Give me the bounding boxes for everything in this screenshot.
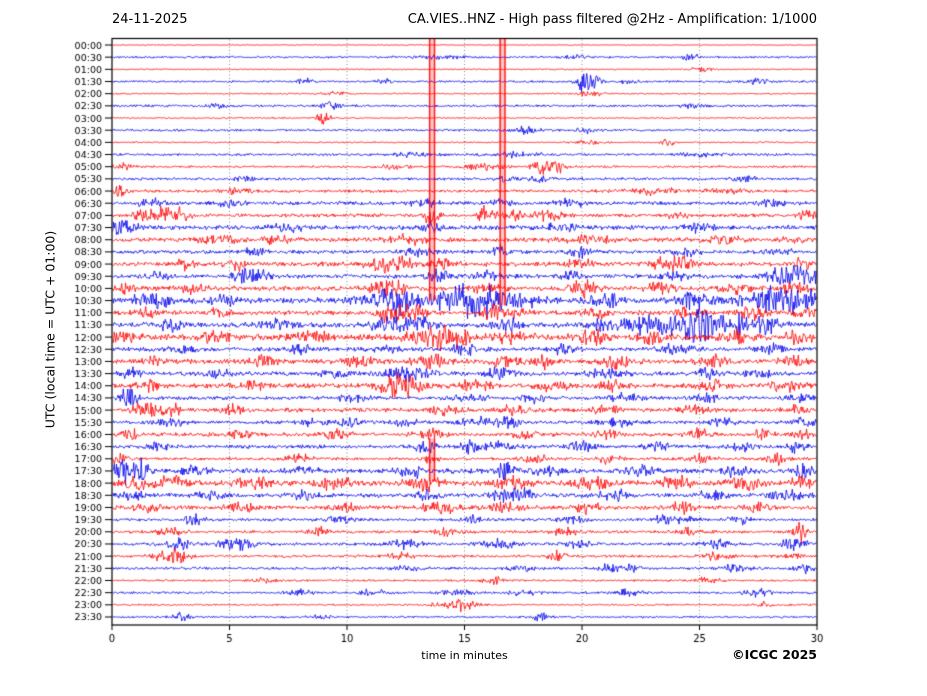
y-axis-title: UTC (local time = UTC + 01:00) <box>42 230 58 429</box>
date-label: 24-11-2025 <box>112 12 188 27</box>
copyright-label: ©ICGC 2025 <box>732 647 817 662</box>
x-axis-title: time in minutes <box>421 649 508 662</box>
plot-title: CA.VIES..HNZ - High pass filtered @2Hz -… <box>407 12 817 27</box>
